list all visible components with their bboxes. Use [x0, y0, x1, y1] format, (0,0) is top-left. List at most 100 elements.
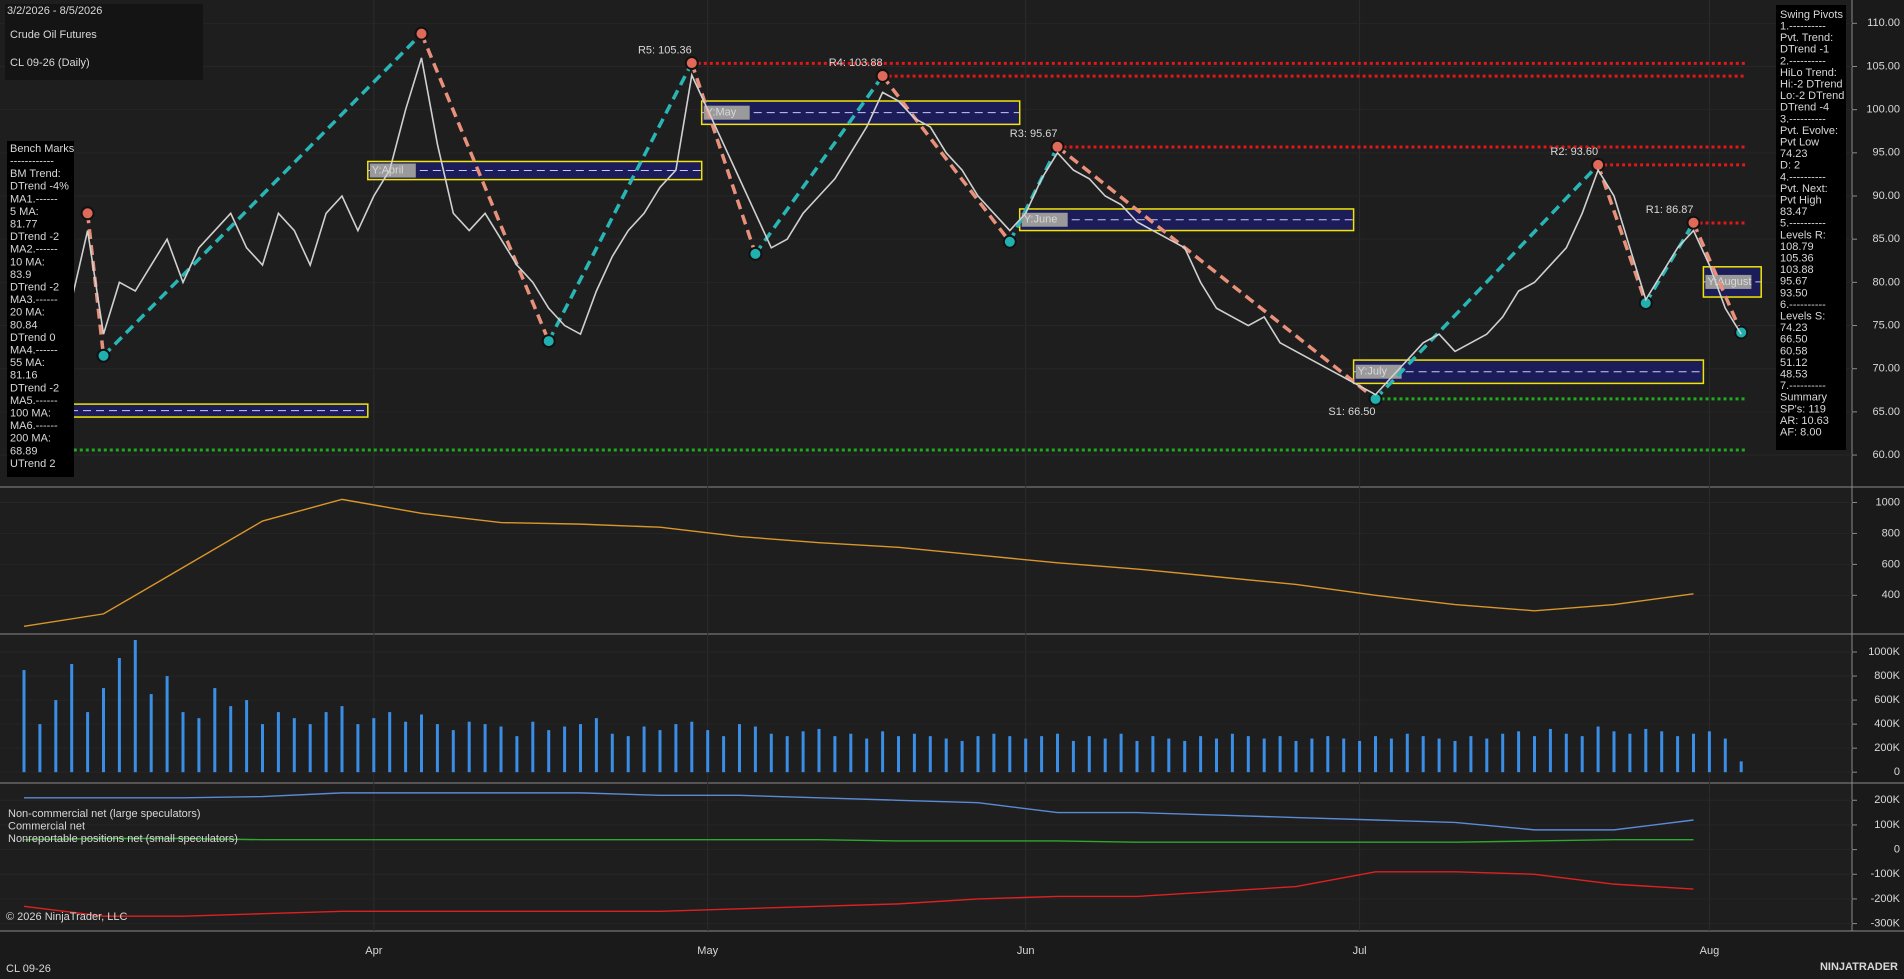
- volume-bar: [292, 718, 296, 773]
- symbol-label: CL 09-26: [6, 963, 51, 975]
- series-line: [23, 837, 1694, 843]
- volume-bar: [499, 726, 503, 773]
- volume-bar: [22, 670, 26, 773]
- info-line: DTrend -1: [1780, 44, 1829, 56]
- volume-bar: [308, 724, 312, 773]
- zone-label-bg: [1021, 212, 1068, 227]
- volume-bar: [1469, 736, 1473, 773]
- series-line: [23, 498, 1694, 627]
- volume-bar: [960, 740, 964, 773]
- pivot-point: [1686, 215, 1701, 230]
- copyright: © 2026 NinjaTrader, LLC: [6, 911, 127, 923]
- info-line: 74.23: [1780, 148, 1808, 160]
- info-line: 105.36: [1780, 253, 1814, 265]
- volume-bar: [1040, 736, 1044, 773]
- info-line: 93.50: [1780, 287, 1808, 299]
- volume-bar: [245, 700, 249, 773]
- bench-line: 83.9: [10, 269, 31, 281]
- pivot-point: [80, 206, 95, 221]
- volume-bar: [1564, 733, 1568, 773]
- volume-bar: [753, 726, 757, 773]
- volume-bar: [1453, 740, 1457, 773]
- volume-bar: [1580, 736, 1584, 773]
- x-tick-label: Apr: [365, 945, 382, 957]
- info-line: Pvt. Evolve:: [1780, 125, 1838, 137]
- volume-bar: [626, 736, 630, 773]
- zone: [1018, 208, 1355, 232]
- info-line: D: 2: [1780, 160, 1800, 172]
- y-tick-label: 400K: [1874, 718, 1900, 730]
- volume-bar: [133, 640, 137, 773]
- volume-bar: [1374, 736, 1377, 773]
- bench-line: 80.84: [10, 319, 38, 331]
- pivot-leg: [690, 62, 758, 255]
- volume-bar: [642, 726, 646, 773]
- bench-line: Bench Marks: [10, 143, 75, 155]
- volume-bar: [483, 724, 487, 773]
- volume-bar: [1533, 736, 1536, 773]
- volume-bar: [1262, 738, 1266, 773]
- info-line: 4.----------: [1780, 171, 1826, 183]
- chart-subtitle: CL 09-26 (Daily): [10, 57, 90, 69]
- chart-title: Crude Oil Futures: [10, 29, 97, 41]
- volume-bar: [817, 728, 821, 773]
- pivot-leg: [1691, 222, 1743, 334]
- y-tick-label: 0: [1894, 844, 1900, 856]
- volume-bar: [992, 733, 996, 773]
- volume-bar: [1230, 733, 1234, 773]
- info-line: 1.----------: [1780, 21, 1826, 33]
- y-tick-label: 110.00: [1867, 17, 1900, 29]
- series-line: [23, 57, 1742, 396]
- zone-label: Y:August: [1707, 276, 1751, 288]
- bench-line: DTrend -4%: [10, 181, 69, 193]
- volume-bar: [690, 721, 694, 773]
- bench-line: DTrend -2: [10, 282, 59, 294]
- volume-bar: [181, 712, 185, 773]
- volume-bar: [785, 736, 789, 773]
- volume-bar: [579, 724, 582, 773]
- volume-bar: [531, 721, 535, 773]
- info-line: 66.50: [1780, 334, 1808, 346]
- zone-label-bg: [703, 105, 750, 120]
- volume-bar: [515, 736, 519, 773]
- bench-line: 55 MA:: [10, 357, 45, 369]
- volume-bar: [324, 712, 328, 773]
- bench-line: UTrend 2: [10, 458, 55, 470]
- zone-label-bg: [369, 163, 416, 178]
- pivot-point: [541, 334, 556, 349]
- volume-bar: [1660, 731, 1664, 773]
- x-tick-label: May: [697, 945, 718, 957]
- info-line: 3.----------: [1780, 113, 1826, 125]
- volume-bar: [801, 731, 805, 773]
- volume-bar: [451, 730, 455, 773]
- volume-bar: [1008, 736, 1012, 773]
- volume-bar: [372, 718, 376, 773]
- volume-bar: [897, 736, 900, 773]
- volume-bar: [1405, 733, 1409, 773]
- info-line: 5.----------: [1780, 218, 1826, 230]
- volume-bar: [54, 700, 58, 773]
- info-line: Summary: [1780, 392, 1828, 404]
- volume-bar: [1087, 736, 1091, 773]
- legend-entry: Non-commercial net (large speculators): [8, 808, 201, 820]
- bench-line: 10 MA:: [10, 256, 45, 268]
- volume-bar: [563, 726, 567, 773]
- x-tick-label: Jul: [1353, 945, 1367, 957]
- volume-bar: [1596, 726, 1600, 773]
- y-tick-label: 85.00: [1872, 233, 1900, 245]
- pivot-point: [1368, 391, 1383, 406]
- volume-bar: [276, 712, 280, 773]
- info-line: 48.53: [1780, 369, 1808, 381]
- brand: NINJATRADER: [1820, 961, 1898, 973]
- info-box: [1776, 5, 1846, 450]
- volume-bar: [149, 694, 153, 773]
- info-line: Lo:-2 DTrend: [1780, 90, 1844, 102]
- volume-bar: [658, 730, 662, 773]
- pivot-leg: [102, 32, 423, 357]
- volume-bar: [340, 706, 344, 773]
- y-tick-label: 800K: [1874, 670, 1900, 682]
- info-line: HiLo Trend:: [1780, 67, 1837, 79]
- level-label: R2: 93.60: [1550, 146, 1598, 158]
- y-tick-label: 95.00: [1872, 147, 1900, 159]
